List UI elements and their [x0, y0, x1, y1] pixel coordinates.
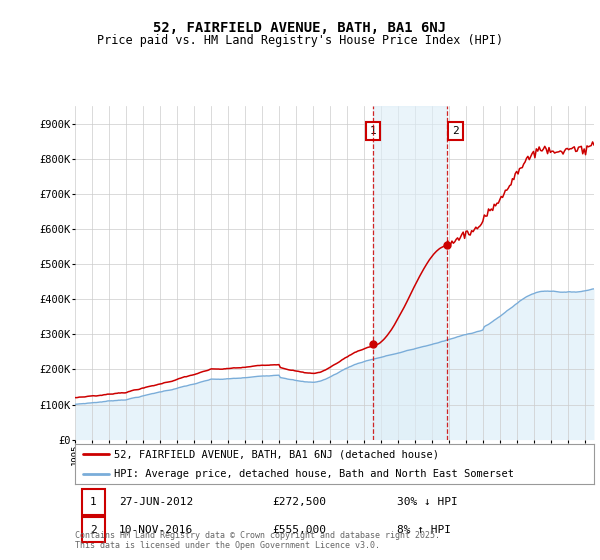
FancyBboxPatch shape — [82, 489, 104, 515]
Text: £272,500: £272,500 — [272, 497, 326, 507]
Text: 2: 2 — [90, 525, 97, 535]
Text: 52, FAIRFIELD AVENUE, BATH, BA1 6NJ (detached house): 52, FAIRFIELD AVENUE, BATH, BA1 6NJ (det… — [114, 449, 439, 459]
FancyBboxPatch shape — [82, 516, 104, 543]
Bar — [373, 106, 447, 440]
Text: 10-NOV-2016: 10-NOV-2016 — [119, 525, 193, 535]
Text: Price paid vs. HM Land Registry's House Price Index (HPI): Price paid vs. HM Land Registry's House … — [97, 34, 503, 47]
Text: HPI: Average price, detached house, Bath and North East Somerset: HPI: Average price, detached house, Bath… — [114, 469, 514, 479]
Text: 27-JUN-2012: 27-JUN-2012 — [119, 497, 193, 507]
Text: 1: 1 — [90, 497, 97, 507]
Text: 2: 2 — [452, 126, 458, 136]
Text: 52, FAIRFIELD AVENUE, BATH, BA1 6NJ: 52, FAIRFIELD AVENUE, BATH, BA1 6NJ — [154, 21, 446, 35]
Text: 8% ↑ HPI: 8% ↑ HPI — [397, 525, 451, 535]
Text: 1: 1 — [370, 126, 376, 136]
Text: 30% ↓ HPI: 30% ↓ HPI — [397, 497, 458, 507]
Text: Contains HM Land Registry data © Crown copyright and database right 2025.
This d: Contains HM Land Registry data © Crown c… — [75, 530, 440, 550]
Text: £555,000: £555,000 — [272, 525, 326, 535]
